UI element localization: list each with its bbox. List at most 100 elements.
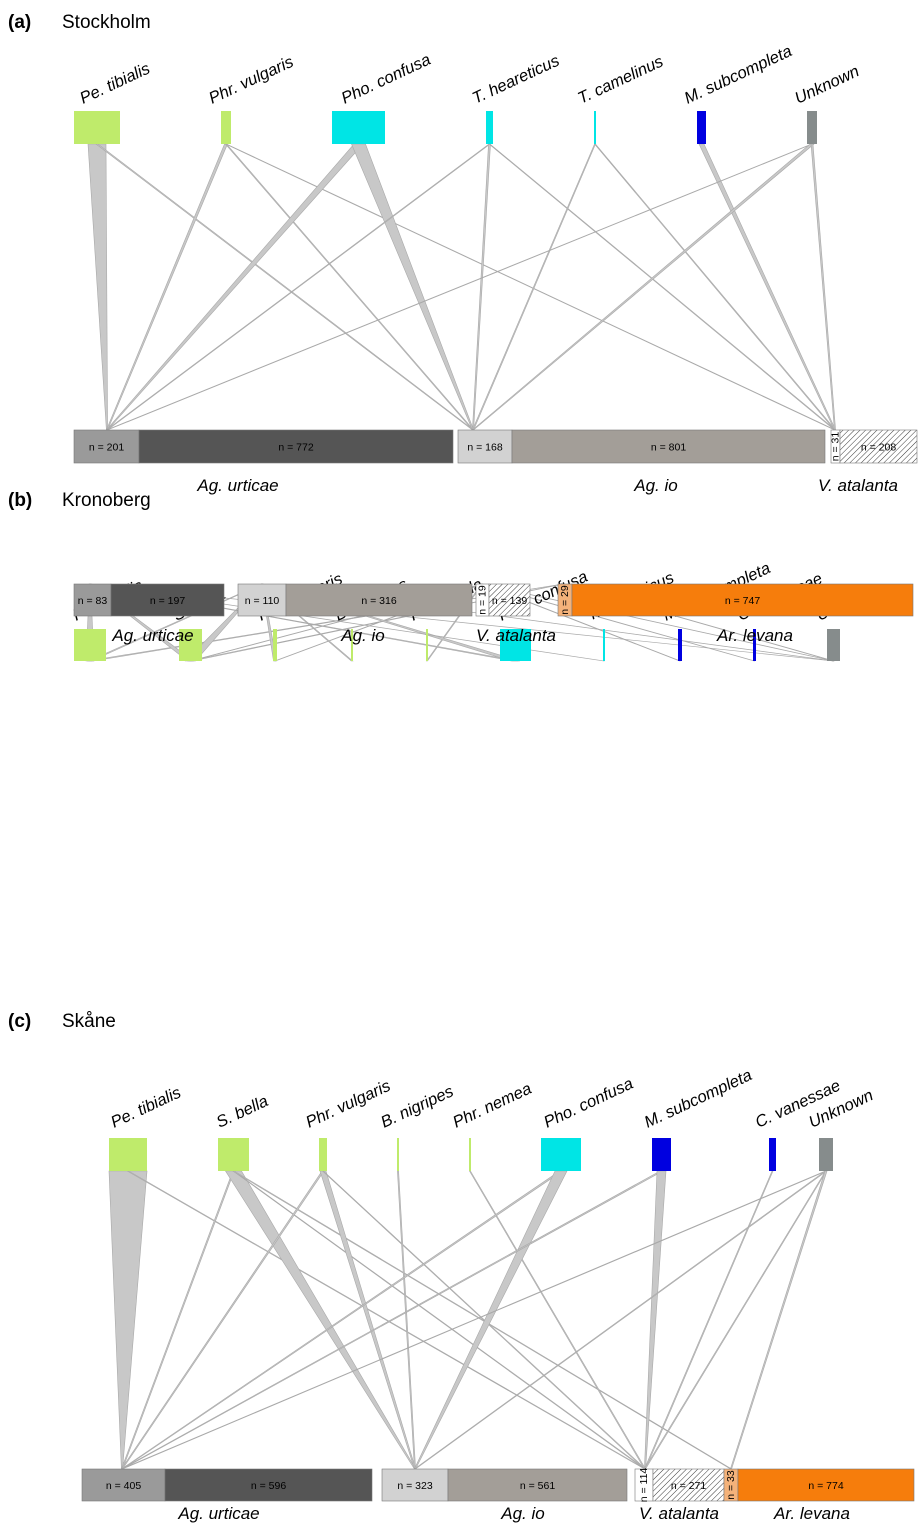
parasitoid-label: Phr. vulgaris: [303, 1077, 393, 1132]
parasitoid-label: T. heareticus: [470, 52, 563, 108]
link-pho-confusa-to-ag-io: [413, 1170, 568, 1470]
link-t-camelinus-to-ag-io: [471, 143, 596, 431]
parasitoid-box-t-heareticus: [603, 629, 605, 661]
unparasitized-count: n = 596: [251, 1480, 286, 1492]
parasitized-count: n = 405: [106, 1480, 141, 1492]
link-s-bella-to-v-atalanta: [232, 1170, 647, 1470]
host-label: V. atalanta: [476, 626, 556, 645]
parasitized-count: n = 33: [725, 1470, 737, 1500]
panel-title: Skåne: [62, 1011, 116, 1032]
parasitoid-box-c-vanessae: [753, 629, 756, 661]
unparasitized-count: n = 801: [651, 442, 686, 454]
link-t-heareticus-to-v-atalanta: [488, 143, 837, 431]
host-label: Ag. io: [633, 476, 677, 495]
parasitized-segment: [73, 429, 140, 464]
host-label: Ag. urticae: [196, 476, 278, 495]
host-bar-ag-io: n = 168 n = 801 Ag. io: [457, 429, 826, 495]
unparasitized-count: n = 271: [671, 1480, 706, 1492]
parasitoid-box-pho-confusa: [332, 111, 385, 144]
unparasitized-count: n = 772: [278, 442, 313, 454]
host-bar-ag-urticae: n = 201 n = 772 Ag. urticae: [73, 429, 454, 495]
parasitoid-box-b-nigripes: [397, 1138, 399, 1171]
host-label: Ag. io: [340, 626, 384, 645]
host-bar-v-atalanta: n = 31 n = 208 V. atalanta: [818, 429, 918, 495]
parasitized-count: n = 201: [89, 442, 124, 454]
parasitoid-box-s-bella: [218, 1138, 249, 1171]
parasitoid-box-b-nigripes: [351, 629, 353, 661]
link-unknown-to-v-atalanta: [643, 1170, 828, 1470]
parasitized-count: n = 323: [397, 1480, 432, 1492]
host-bar-ag-urticae: n = 83 n = 197 Ag. urticae: [73, 583, 225, 645]
parasitoid-box-t-heareticus: [486, 111, 493, 144]
unparasitized-segment: [839, 429, 918, 464]
unparasitized-segment: [164, 1468, 373, 1502]
link-t-camelinus-to-v-atalanta: [593, 143, 837, 431]
panel-letter: (a): [8, 12, 31, 33]
host-bar-v-atalanta: n = 114 n = 271 V. atalanta: [634, 1468, 725, 1523]
unparasitized-segment: [571, 583, 914, 617]
unparasitized-segment: [285, 583, 473, 617]
link-t-heareticus-to-ag-urticae: [105, 143, 492, 431]
host-label: Ar. levana: [773, 1504, 850, 1523]
link-phr-vulgaris-to-ag-urticae: [105, 143, 228, 431]
parasitoid-label: Unknown: [792, 62, 862, 107]
panel-sk-ne: (c) Skåne Pe. tibialis S. bella Phr. vulgari…: [8, 1011, 915, 1523]
host-bar-v-atalanta: n = 19 n = 139 V. atalanta: [475, 583, 556, 645]
unparasitized-segment: [652, 1468, 725, 1502]
link-pho-confusa-to-ag-io: [351, 143, 475, 431]
parasitoid-box-m-subcompleta: [678, 629, 682, 661]
parasitoid-box-m-subcompleta: [697, 111, 706, 144]
link-unknown-to-ag-io: [471, 143, 815, 431]
host-label: Ag. io: [500, 1504, 544, 1523]
parasitoid-box-unknown: [819, 1138, 833, 1171]
link-pe-tibialis-to-ag-urticae: [87, 143, 108, 431]
link-unknown-to-ag-urticae: [106, 143, 813, 431]
parasitized-count: n = 114: [638, 1468, 650, 1503]
link-pho-confusa-to-ag-urticae: [120, 1170, 564, 1470]
parasitized-count: n = 168: [467, 442, 502, 454]
link-phr-vulgaris-to-ag-urticae: [120, 1170, 325, 1470]
parasitoid-label: Pe. tibialis: [77, 60, 153, 108]
unparasitized-segment: [447, 1468, 628, 1502]
parasitoid-box-phr-vulgaris: [221, 111, 231, 144]
link-unknown-to-ar-levana: [729, 1170, 828, 1470]
parasitoid-box-pe-tibialis: [109, 1138, 147, 1171]
host-bar-ag-urticae: n = 405 n = 596 Ag. urticae: [81, 1468, 373, 1523]
unparasitized-segment: [511, 429, 826, 464]
parasitoid-label: Phr. vulgaris: [206, 53, 296, 108]
parasitized-count: n = 19: [477, 585, 489, 615]
panel-stockholm: (a) Stockholm Pe. tibialis Phr. vulgaris Pho…: [8, 12, 918, 495]
parasitoid-box-m-subcompleta: [652, 1138, 671, 1171]
host-label: Ar. levana: [716, 626, 793, 645]
parasitoid-box-phr-vulgaris: [273, 629, 277, 661]
parasitoid-box-pho-confusa: [500, 629, 531, 661]
parasitoid-box-pa-pavida: [426, 629, 428, 661]
link-pho-confusa-to-ag-urticae: [105, 143, 364, 431]
parasitoid-box-pho-confusa: [541, 1138, 581, 1171]
parasitized-count: n = 110: [245, 595, 280, 607]
unparasitized-segment: [110, 583, 225, 617]
parasitized-segment: [81, 1468, 166, 1502]
link-unknown-to-ag-urticae: [121, 1170, 827, 1470]
parasitoid-label: M. subcompleta: [642, 1066, 755, 1132]
parasitoid-label: Pe. tibialis: [108, 1084, 184, 1132]
unparasitized-count: n = 316: [361, 595, 396, 607]
host-label: V. atalanta: [639, 1504, 719, 1523]
parasitoid-label: Pho. confusa: [541, 1075, 636, 1132]
interaction-links: [87, 143, 837, 431]
unparasitized-segment: [488, 583, 531, 617]
panel-title: Kronoberg: [62, 490, 151, 511]
parasitoid-label: M. subcompleta: [682, 42, 795, 108]
unparasitized-segment: [138, 429, 454, 464]
parasitoid-label: Pho. confusa: [339, 51, 434, 108]
link-unknown-to-ag-io: [413, 1170, 828, 1470]
host-bar-ar-levana: n = 29 n = 747 Ar. levana: [557, 583, 914, 645]
unparasitized-count: n = 747: [725, 595, 760, 607]
parasitoid-box-phr-vulgaris: [319, 1138, 327, 1171]
parasitoid-box-unknown: [827, 629, 840, 661]
link-phr-vulgaris-to-ag-io: [224, 143, 475, 431]
interaction-links: [108, 1170, 828, 1470]
unparasitized-count: n = 139: [492, 595, 527, 607]
parasitoid-box-c-vanessae: [769, 1138, 776, 1171]
